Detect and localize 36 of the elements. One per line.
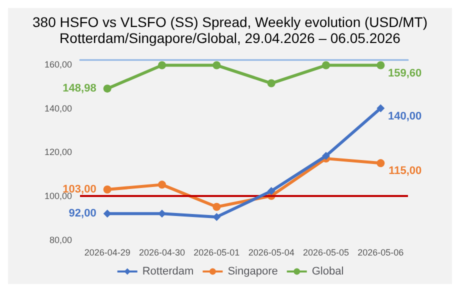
chart-subtitle: Rotterdam/Singapore/Global, 29.04.2026 – 06.05.2026 <box>60 30 401 46</box>
legend-label: Singapore <box>228 266 278 278</box>
point <box>322 152 330 160</box>
data-label: 140,00 <box>388 110 422 122</box>
point <box>212 202 221 211</box>
point <box>103 84 112 93</box>
point <box>376 159 385 168</box>
x-tick-label: 2026-05-05 <box>302 248 350 258</box>
point <box>376 104 385 112</box>
point <box>158 61 166 70</box>
point <box>212 212 221 221</box>
point <box>158 180 166 189</box>
legend-label: Global <box>312 266 344 278</box>
data-label: 92,00 <box>68 208 96 220</box>
x-tick-label: 2026-04-29 <box>84 248 130 258</box>
y-tick-label: 140,00 <box>44 103 72 114</box>
y-tick-label: 80,00 <box>49 235 72 245</box>
legend-label: Rotterdam <box>142 266 194 278</box>
point <box>376 61 385 70</box>
y-tick-label: 100,00 <box>44 191 72 202</box>
point <box>212 61 221 70</box>
y-tick-label: 120,00 <box>44 147 72 158</box>
data-label: 115,00 <box>388 165 422 178</box>
point <box>267 187 276 196</box>
x-tick-label: 2026-05-04 <box>248 248 294 258</box>
point <box>158 210 166 218</box>
point <box>267 79 276 88</box>
x-tick-label: 2026-05-06 <box>358 248 404 258</box>
point <box>322 61 330 70</box>
point <box>103 186 112 194</box>
data-label: 148,98 <box>62 82 96 95</box>
data-label: 159,60 <box>388 67 422 80</box>
y-tick-label: 160,00 <box>44 59 72 70</box>
chart-title: 380 HSFO vs VLSFO (SS) Spread, Weekly evolution (USD/MT) <box>32 14 428 30</box>
x-tick-label: 2026-04-30 <box>138 248 186 258</box>
x-tick-label: 2026-05-01 <box>194 248 240 258</box>
